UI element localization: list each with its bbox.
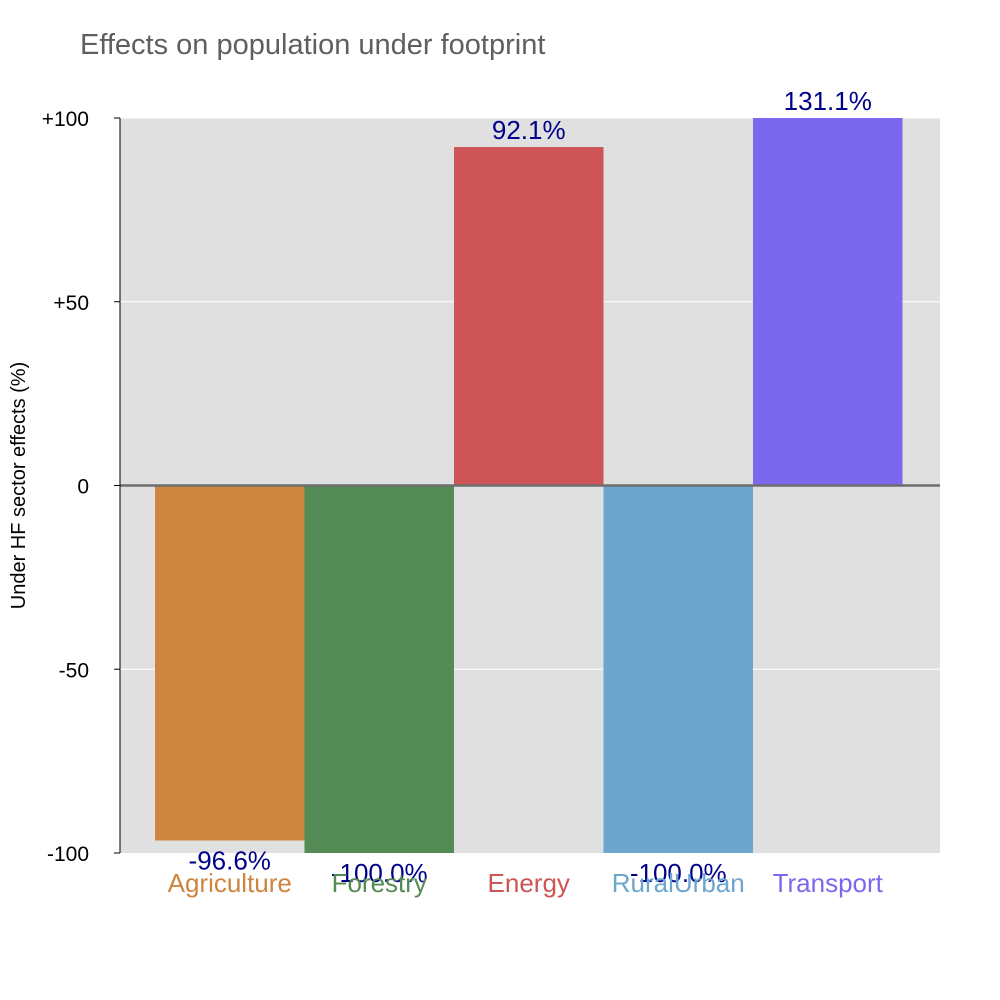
y-axis-label: Under HF sector effects (%) [8, 362, 30, 609]
data-label: -100.0% [630, 858, 727, 888]
bar [304, 485, 454, 853]
bars [155, 118, 903, 853]
category-label: Transport [773, 868, 884, 898]
chart-title: Effects on population under footprint [80, 29, 545, 61]
bar [155, 485, 305, 841]
y-axis-ticks: +100 +50 0 -50 -100 [42, 108, 120, 866]
category-label: RuralUrban [612, 868, 745, 898]
bar [603, 485, 753, 853]
category-label: Energy [488, 868, 570, 898]
category-labels: Agriculture Forestry Energy RuralUrban Trans… [168, 868, 884, 898]
category-label: Forestry [332, 868, 427, 898]
y-tick-label: -50 [59, 659, 89, 682]
bar [753, 118, 903, 486]
data-label: -100.0% [331, 858, 428, 888]
data-labels: -96.6% -100.0% 92.1% -100.0% 131.1% [189, 86, 872, 888]
data-label: 131.1% [784, 86, 872, 116]
category-label: Agriculture [168, 868, 292, 898]
y-tick-label: 0 [77, 476, 89, 499]
y-tick-label: +100 [42, 108, 89, 131]
y-tick-label: +50 [53, 292, 89, 315]
data-label: 92.1% [492, 115, 566, 145]
data-label: -96.6% [189, 846, 271, 876]
bar [454, 147, 604, 486]
y-tick-label: -100 [47, 843, 89, 866]
